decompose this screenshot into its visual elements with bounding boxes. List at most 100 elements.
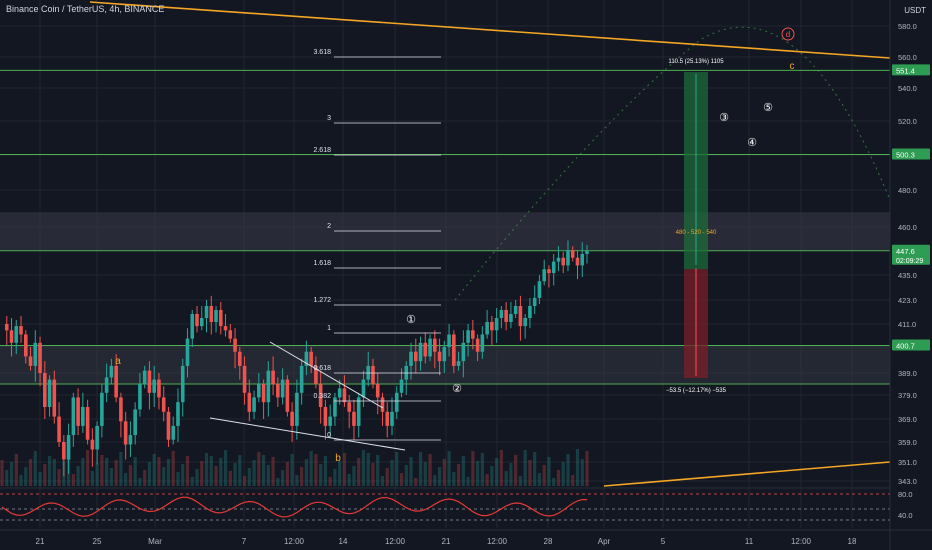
candle-body	[62, 442, 66, 460]
candle-body	[104, 377, 109, 393]
volume-bar	[171, 451, 175, 486]
volume-bar	[9, 462, 14, 486]
candle-body	[285, 379, 290, 412]
volume-bar	[404, 465, 408, 486]
candle-body	[452, 334, 456, 366]
candle-body	[337, 388, 342, 398]
candle-body	[566, 250, 570, 266]
volume-bar	[456, 464, 461, 486]
candle-body	[485, 322, 489, 335]
volume-bar	[509, 463, 513, 486]
indicator-line	[1, 496, 587, 518]
candle-body	[257, 384, 261, 398]
volume-bar	[209, 456, 213, 486]
candle-body	[119, 397, 123, 422]
candle-body	[442, 347, 447, 362]
candle-body	[570, 250, 575, 258]
fib-label: 1.272	[313, 297, 331, 304]
volume-bar	[128, 465, 133, 486]
volume-bar	[300, 467, 304, 486]
candle-body	[242, 365, 247, 393]
candle-body	[166, 411, 171, 440]
volume-bar	[276, 478, 280, 486]
candle-body	[228, 330, 233, 339]
y-tick-label: 540.0	[898, 84, 917, 93]
trendline-upper	[89, 1, 891, 59]
x-tick-label: 7	[242, 537, 247, 546]
x-tick-label: 18	[848, 537, 857, 546]
volume-bar	[314, 454, 318, 486]
candle-body	[513, 306, 518, 314]
volume-bar	[57, 469, 61, 486]
volume-bar	[371, 463, 375, 486]
volume-bar	[518, 476, 523, 486]
volume-bar	[585, 451, 589, 486]
fib-label: 0	[327, 432, 331, 439]
candle-body	[4, 324, 9, 331]
volume-bar	[319, 464, 323, 486]
volume-bar	[281, 470, 285, 486]
y-tick-label: 560.0	[898, 53, 917, 62]
x-tick-label: Mar	[148, 537, 162, 546]
projection-arc	[454, 26, 891, 301]
candle-body	[195, 314, 199, 327]
volume-bar	[195, 469, 199, 486]
volume-bar	[233, 463, 237, 486]
volume-bar	[552, 478, 556, 486]
candle-body	[399, 379, 404, 393]
candle-body	[28, 356, 33, 366]
candle-body	[409, 351, 413, 366]
volume-bar	[38, 472, 42, 486]
price-label: 447.6	[896, 247, 915, 256]
volume-bar	[19, 475, 23, 486]
volume-bar	[556, 470, 561, 486]
x-tick-label: 11	[745, 537, 754, 546]
volume-bar	[185, 456, 190, 486]
y-tick-label: 520.0	[898, 117, 917, 126]
candle-body	[147, 370, 152, 393]
price-label: 551.4	[896, 66, 915, 75]
candle-body	[447, 334, 451, 347]
volume-bar	[547, 457, 551, 486]
candle-body	[43, 373, 47, 407]
x-tick-label: 12:00	[385, 537, 406, 546]
candle-body	[276, 384, 280, 398]
price-label-box	[892, 244, 930, 265]
volume-bar	[376, 455, 380, 486]
volume-bar	[580, 459, 584, 486]
candle-body	[456, 361, 461, 366]
candle-body	[361, 379, 366, 398]
candle-body	[428, 338, 432, 357]
volume-bar	[295, 475, 299, 486]
volume-bar	[333, 469, 337, 486]
volume-bar	[571, 475, 575, 486]
x-tick-label: 21	[36, 537, 45, 546]
candle-body	[109, 365, 114, 378]
position-entry-text: 480 - 520 - 540	[676, 230, 717, 236]
candle-body	[504, 310, 508, 322]
candle-body	[575, 257, 580, 266]
volume-bar	[428, 454, 432, 486]
candle-body	[204, 306, 209, 318]
volume-bar	[47, 456, 52, 486]
candle-body	[233, 338, 237, 352]
volume-bar	[561, 462, 565, 486]
price-label: 500.3	[896, 150, 915, 159]
fib-label: 0.618	[313, 365, 331, 372]
volume-bar	[414, 478, 418, 486]
resistance-zone	[0, 212, 890, 251]
fib-label: 3	[327, 115, 331, 122]
volume-bar	[43, 464, 47, 486]
volume-bar	[290, 454, 294, 486]
candle-body	[180, 365, 185, 403]
volume-bar	[152, 454, 156, 486]
candle-body	[19, 326, 23, 335]
candle-body	[123, 421, 128, 445]
wave-label-4: ④	[747, 137, 757, 149]
volume-bar	[542, 465, 546, 486]
candle-body	[532, 297, 537, 306]
volume-bar	[528, 460, 532, 486]
candle-body	[542, 269, 546, 282]
